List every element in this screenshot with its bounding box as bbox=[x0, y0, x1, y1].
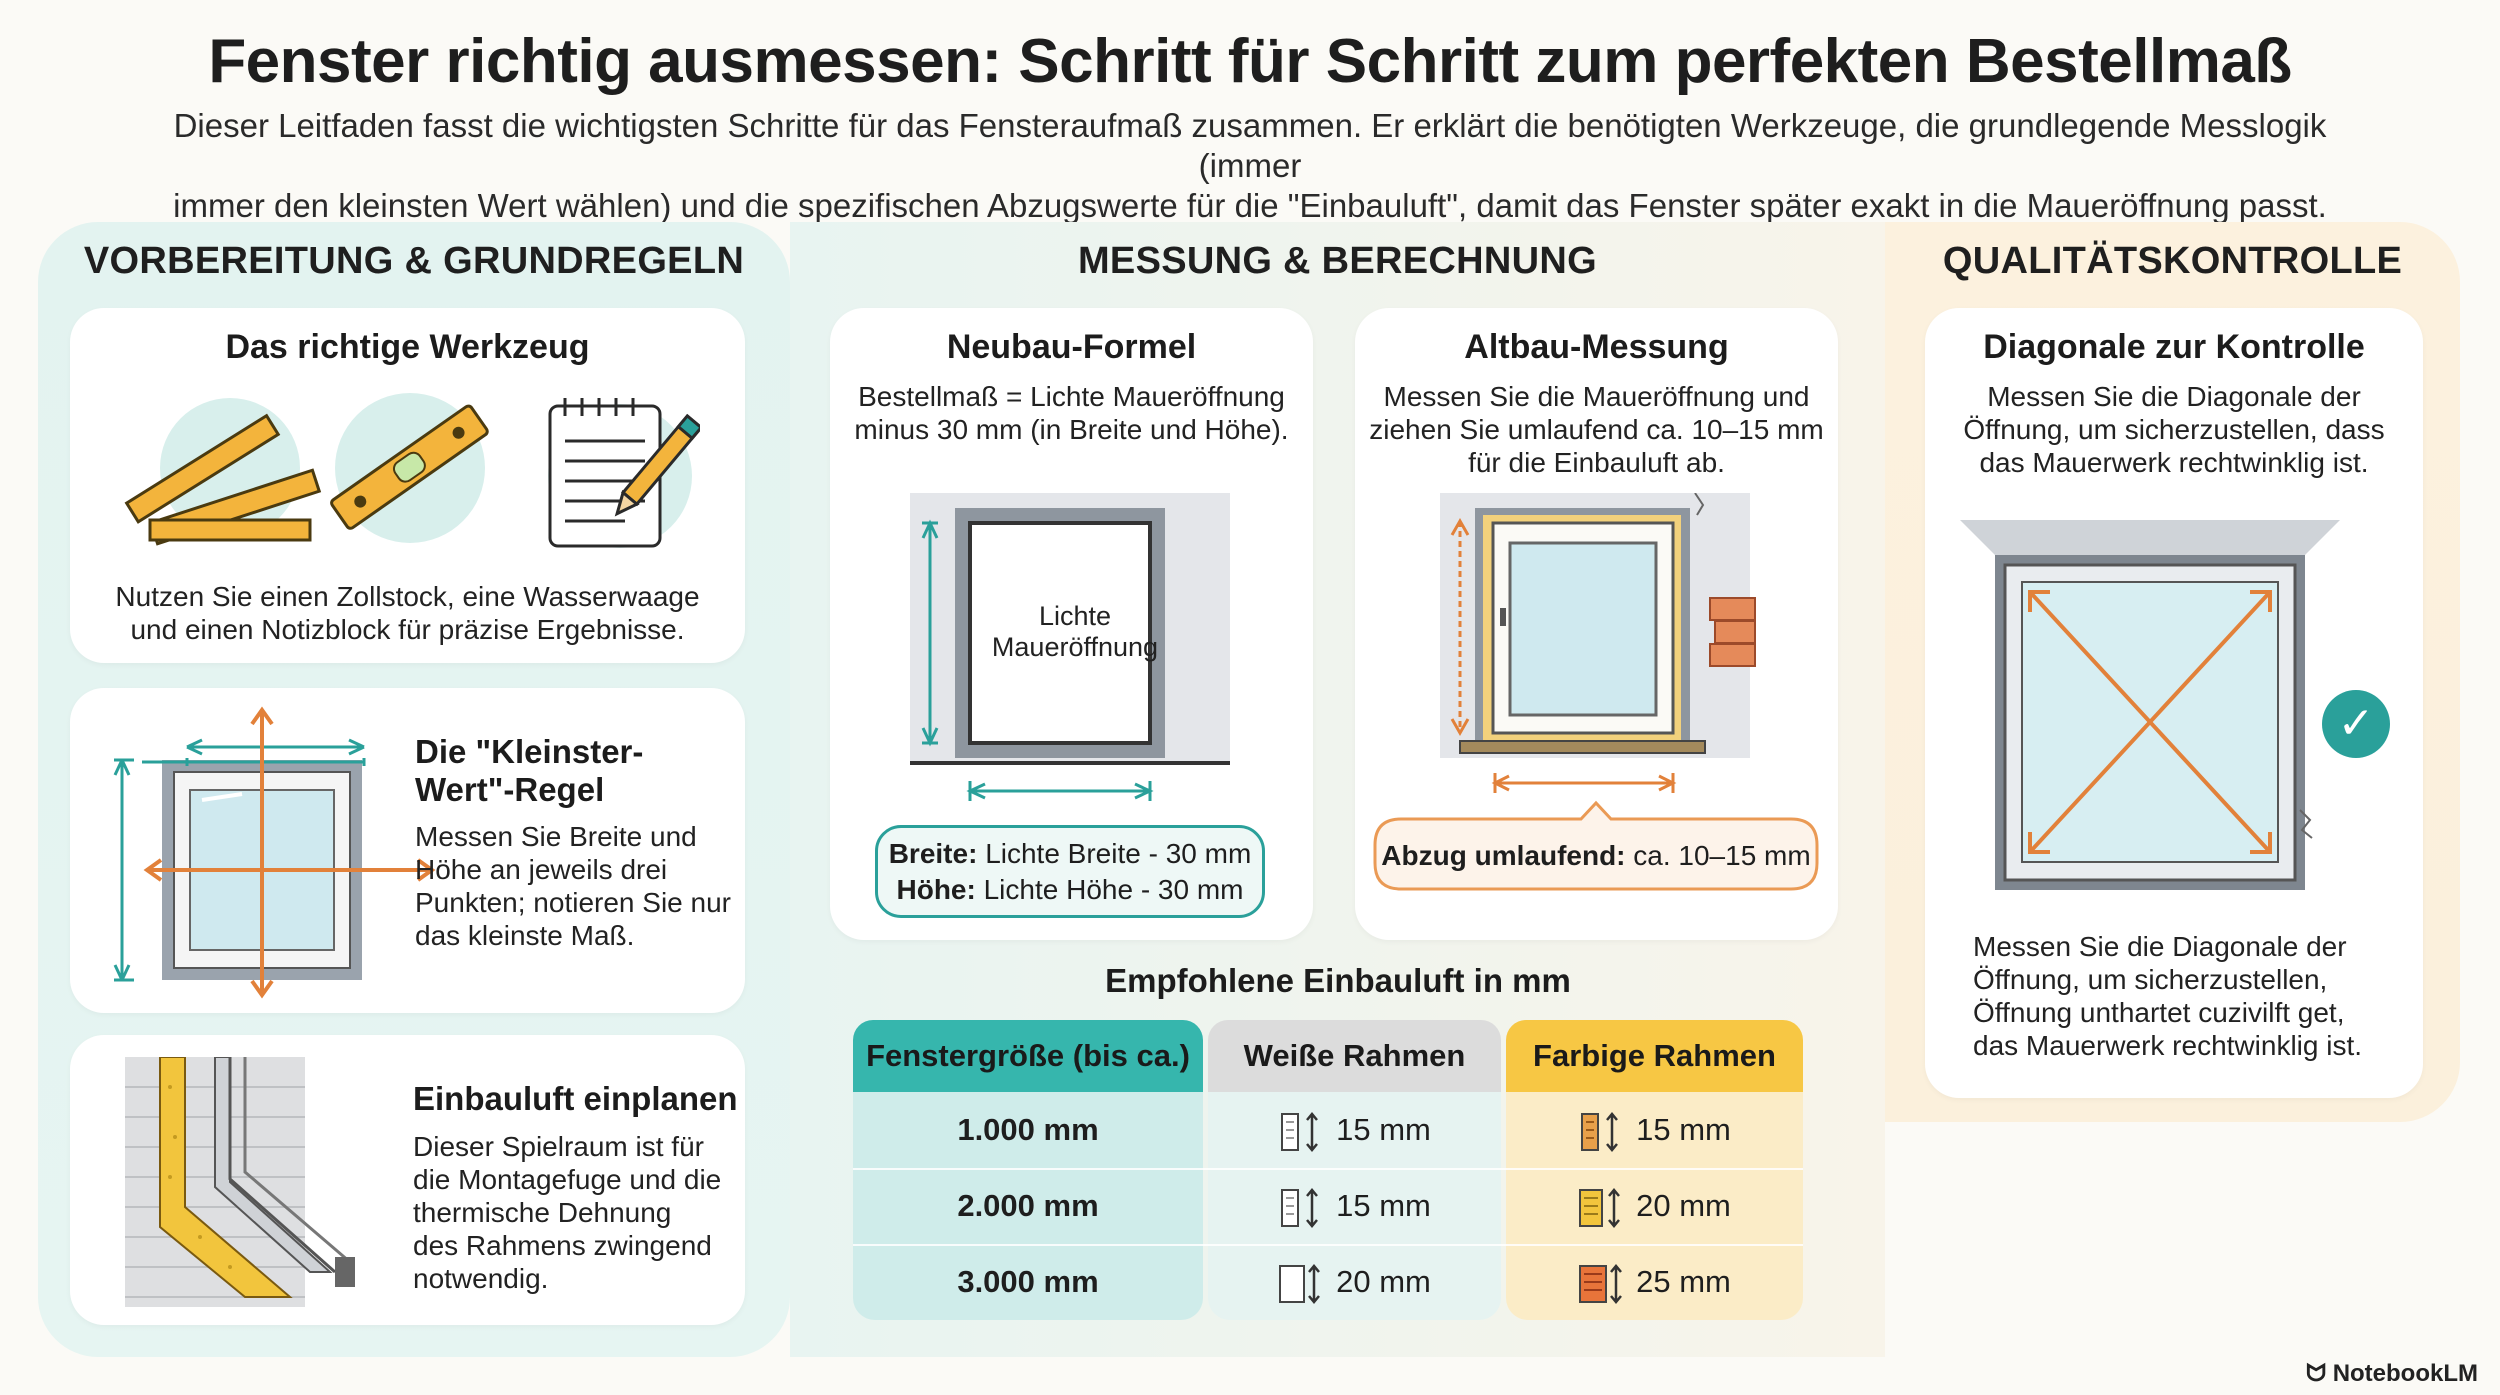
notebook-icon: ᗢ bbox=[2306, 1360, 2333, 1387]
frame-gap-icon bbox=[1281, 1187, 1319, 1228]
left-column-heading: VORBEREITUNG & GRUNDREGELN bbox=[83, 240, 745, 282]
brand-label: ᗢ NotebookLM bbox=[2306, 1360, 2478, 1387]
altbau-text: Messen Sie die Maueröffnung und ziehen S… bbox=[1369, 381, 1824, 478]
check-icon: ✓ bbox=[2322, 690, 2390, 758]
installation-gap-title: Einbauluft einplanen bbox=[413, 1080, 738, 1117]
spirit-level-icon bbox=[330, 393, 489, 543]
altbau-deduction-text: Abzug umlaufend: ca. 10–15 mm bbox=[1381, 840, 1811, 871]
window-measure-icon bbox=[113, 706, 436, 999]
colored-frame-gap-icon bbox=[1579, 1187, 1621, 1228]
table-cell-colored: 20 mm bbox=[1506, 1168, 1803, 1244]
table-column-size bbox=[853, 1092, 1203, 1320]
table-cell-white: 15 mm bbox=[1208, 1092, 1501, 1168]
right-column-heading: QUALITÄTSKONTROLLE bbox=[1942, 240, 2403, 282]
neubau-card: Neubau-Formel Bestellmaß = Lichte Mauerö… bbox=[830, 308, 1313, 940]
diagonal-window-diagram bbox=[1960, 520, 2340, 890]
smallest-value-title: Die "Kleinster- Wert"-Regel bbox=[415, 733, 644, 808]
frame-gap-icon bbox=[1279, 1263, 1321, 1304]
table-cell-colored: 25 mm bbox=[1506, 1244, 1803, 1320]
smallest-value-card: Die "Kleinster- Wert"-Regel Messen Sie B… bbox=[70, 688, 745, 1013]
folding-rule-icon bbox=[124, 398, 322, 546]
installation-gap-text: Dieser Spielraum ist für die Montagefuge… bbox=[413, 1131, 722, 1294]
table-column-colored bbox=[1506, 1092, 1803, 1320]
table-header-white: Weiße Rahmen bbox=[1208, 1020, 1501, 1092]
tools-card: Das richtige Werkzeug bbox=[70, 308, 745, 663]
altbau-card: Altbau-Messung Messen Sie die Maueröffnu… bbox=[1355, 308, 1838, 940]
smallest-value-text: Messen Sie Breite und Höhe an jeweils dr… bbox=[415, 821, 731, 951]
table-cell-size: 3.000 mm bbox=[957, 1264, 1099, 1299]
table-header-colored: Farbige Rahmen bbox=[1506, 1020, 1803, 1092]
table-cell-white: 15 mm bbox=[1208, 1168, 1501, 1244]
table-cell-size: 1.000 mm bbox=[957, 1112, 1099, 1147]
colored-frame-gap-icon bbox=[1579, 1263, 1623, 1304]
tools-card-title: Das richtige Werkzeug bbox=[225, 328, 590, 366]
installation-gap-card: Einbauluft einplanen Dieser Spielraum is… bbox=[70, 1035, 745, 1325]
opening-label: Lichte Maueröffnung bbox=[991, 601, 1159, 662]
wall-insulation-icon bbox=[125, 1057, 355, 1307]
neubau-text: Bestellmaß = Lichte Maueröffnung minus 3… bbox=[854, 381, 1289, 445]
table-header-size: Fenstergröße (bis ca.) bbox=[853, 1020, 1203, 1092]
table-title: Empfohlene Einbauluft in mm bbox=[1105, 962, 1571, 999]
neubau-title: Neubau-Formel bbox=[946, 328, 1197, 366]
page-subtitle: Dieser Leitfaden fasst die wichtigsten S… bbox=[173, 107, 2327, 224]
table-cell-size: 2.000 mm bbox=[957, 1188, 1099, 1223]
altbau-callout-shape bbox=[1373, 800, 1819, 891]
diagonal-title: Diagonale zur Kontrolle bbox=[1983, 328, 2365, 366]
table-row-divider bbox=[853, 1244, 1803, 1246]
diagonal-lower-text: Messen Sie die Diagonale der Öffnung, um… bbox=[1973, 931, 2363, 1061]
colored-frame-gap-icon bbox=[1581, 1111, 1619, 1152]
table-row-divider bbox=[853, 1168, 1803, 1170]
neubau-opening-diagram bbox=[910, 493, 1230, 801]
diagonal-text: Messen Sie die Diagonale der Öffnung, um… bbox=[1963, 381, 2385, 478]
tools-card-text: Nutzen Sie einen Zollstock, eine Wasserw… bbox=[115, 581, 700, 645]
altbau-title: Altbau-Messung bbox=[1464, 328, 1729, 366]
neubau-formula-box: Breite: Lichte Breite - 30 mm Höhe: Lich… bbox=[875, 825, 1265, 918]
middle-column-heading: MESSUNG & BERECHNUNG bbox=[1077, 240, 1598, 282]
frame-gap-icon bbox=[1281, 1111, 1319, 1152]
altbau-window-diagram bbox=[1440, 493, 1756, 793]
page-title: Fenster richtig ausmessen: Schritt für S… bbox=[208, 27, 2292, 96]
table-cell-white: 20 mm bbox=[1208, 1244, 1501, 1320]
table-column-white bbox=[1208, 1092, 1501, 1320]
notepad-icon bbox=[548, 398, 700, 548]
table-cell-colored: 15 mm bbox=[1506, 1092, 1803, 1168]
